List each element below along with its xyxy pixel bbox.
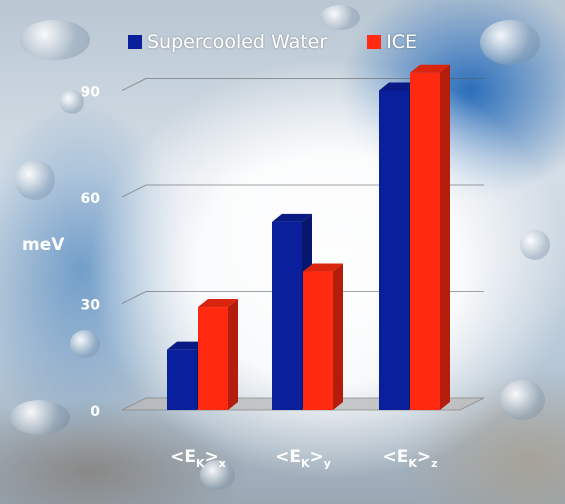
legend: Supercooled Water ICE (128, 31, 457, 53)
legend-item-water: Supercooled Water (128, 31, 327, 53)
bar-side (333, 263, 343, 410)
bar-ice-2 (410, 64, 450, 410)
legend-label-ice: ICE (386, 31, 418, 53)
y-tick-label: 0 (90, 404, 100, 420)
x-tick-label: <EK>x (170, 447, 226, 470)
bar-side (440, 64, 450, 410)
bar-top (198, 299, 238, 308)
axis-labels: 0 30 60 90 meV <EK>x <EK>y <EK>z (22, 85, 438, 471)
bar-front (272, 221, 302, 410)
bar-top (379, 82, 419, 91)
bar-side (228, 299, 238, 410)
bar-front (167, 349, 197, 410)
legend-swatch-water (128, 35, 142, 49)
legend-item-ice: ICE (367, 31, 417, 53)
bar-front (379, 90, 409, 410)
bar-top (167, 341, 207, 350)
bars (167, 64, 450, 410)
y-tick-label: 30 (81, 298, 101, 314)
y-tick-label: 90 (81, 85, 101, 101)
y-tick-label: 60 (81, 191, 101, 207)
bar-front (410, 72, 440, 410)
x-tick-label: <EK>y (275, 447, 331, 470)
legend-label-water: Supercooled Water (147, 31, 328, 53)
bar-top (303, 263, 343, 272)
gridline-depth (121, 184, 147, 198)
bar-front (303, 271, 333, 410)
bar-ice-1 (303, 263, 343, 410)
x-tick-label: <EK>z (382, 447, 437, 470)
bar-ice-0 (198, 299, 238, 410)
bar-top (410, 64, 450, 73)
y-axis-label: meV (22, 235, 65, 255)
gridline-depth (121, 78, 147, 91)
bar-front (198, 307, 228, 410)
legend-swatch-ice (367, 35, 382, 49)
gridline-depth (121, 291, 147, 304)
bar-top (272, 213, 312, 222)
